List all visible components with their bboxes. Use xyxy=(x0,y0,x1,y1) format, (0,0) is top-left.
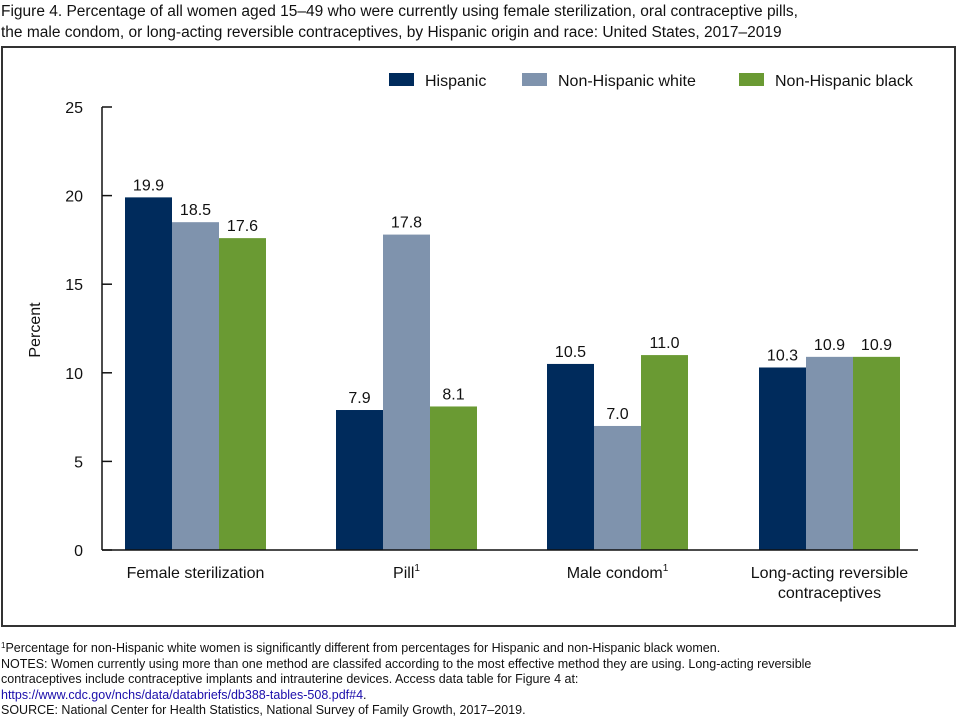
x-tick-label-text: Female sterilization xyxy=(127,565,265,582)
y-tick-label: 15 xyxy=(65,277,83,294)
footnote-text: Percentage for non-Hispanic white women … xyxy=(5,641,721,655)
notes-link-line: https://www.cdc.gov/nchs/data/databriefs… xyxy=(1,688,959,704)
bar xyxy=(594,425,641,550)
footnote-marker: 1 xyxy=(1,641,6,650)
x-tick-label: Female sterilization xyxy=(127,565,265,582)
x-tick-label: contraceptives xyxy=(778,585,881,602)
legend-label: Non-Hispanic white xyxy=(558,73,696,90)
bar xyxy=(430,406,477,550)
legend-label: Hispanic xyxy=(425,73,486,90)
x-tick-label-footnote: 1 xyxy=(663,563,669,574)
x-tick-label-text: Long-acting reversible xyxy=(751,565,909,582)
notes-link-suffix: . xyxy=(363,687,367,702)
bar-value-label: 10.5 xyxy=(555,344,586,361)
bar xyxy=(219,238,266,551)
bar xyxy=(806,356,853,550)
bar xyxy=(641,355,688,550)
bars: 19.9 18.5 17.6 7.9 17.8 8.1 10.5 7.0 11.0 10.3 10.… xyxy=(125,177,900,551)
legend-label: Non-Hispanic black xyxy=(775,73,914,90)
notes-line-2: contraceptives include contraceptive imp… xyxy=(1,672,579,686)
bar xyxy=(547,363,594,550)
bar-value-label: 7.9 xyxy=(348,390,370,407)
bar xyxy=(125,197,172,550)
legend: Hispanic Non-Hispanic white Non-Hispanic b… xyxy=(389,73,914,90)
legend-swatch xyxy=(522,73,547,86)
y-axis-label: Percent xyxy=(27,302,44,358)
x-tick-label: Pill1 xyxy=(393,563,420,582)
data-table-link[interactable]: https://www.cdc.gov/nchs/data/databriefs… xyxy=(1,687,364,702)
bar-value-label: 17.8 xyxy=(391,215,422,232)
x-tick-label: Male condom1 xyxy=(567,563,669,582)
figure-title-line-1: Figure 4. Percentage of all women aged 1… xyxy=(1,3,798,20)
x-tick-label-text: contraceptives xyxy=(778,585,881,602)
y-axis: 0 5 10 15 20 25 xyxy=(65,100,112,560)
chart-frame xyxy=(1,46,956,627)
x-axis: Female sterilization Pill1 Male condom1 Lon… xyxy=(102,549,918,602)
bar-value-label: 18.5 xyxy=(180,202,211,219)
bar-value-label: 10.3 xyxy=(767,347,798,364)
x-tick-label-text: Pill xyxy=(393,565,414,582)
bar-chart: Hispanic Non-Hispanic white Non-Hispanic b… xyxy=(27,73,918,602)
bar xyxy=(172,222,219,550)
figure-notes: 1Percentage for non-Hispanic white women… xyxy=(1,641,959,719)
x-tick-label-text: Male condom xyxy=(567,565,663,582)
bar xyxy=(853,356,900,550)
y-tick-label: 25 xyxy=(65,100,83,117)
legend-swatch xyxy=(739,73,764,86)
bar-value-label: 10.9 xyxy=(814,337,845,354)
footnote: 1Percentage for non-Hispanic white women… xyxy=(1,641,959,657)
figure-title-line-2: the male condom, or long-acting reversib… xyxy=(1,24,782,41)
x-tick-label: Long-acting reversible xyxy=(751,565,909,582)
bar xyxy=(383,234,430,551)
y-tick-label: 10 xyxy=(65,366,83,383)
bar-value-label: 8.1 xyxy=(442,386,464,403)
bar xyxy=(759,367,806,550)
bar-value-label: 17.6 xyxy=(227,218,258,235)
x-tick-label-footnote: 1 xyxy=(414,563,420,574)
notes-line-1: NOTES: Women currently using more than o… xyxy=(1,656,812,671)
bar-value-label: 10.9 xyxy=(861,337,892,354)
legend-swatch xyxy=(389,73,414,86)
y-tick-label: 20 xyxy=(65,189,83,206)
y-tick-label: 5 xyxy=(74,454,83,471)
bar-value-label: 7.0 xyxy=(606,406,628,423)
bar-value-label: 11.0 xyxy=(650,335,680,352)
y-tick-label: 0 xyxy=(74,543,83,560)
bar xyxy=(336,410,383,550)
bar-value-label: 19.9 xyxy=(133,177,164,194)
figure-title: Figure 4. Percentage of all women aged 1… xyxy=(1,1,959,43)
source-line: SOURCE: National Center for Health Stati… xyxy=(1,703,526,717)
